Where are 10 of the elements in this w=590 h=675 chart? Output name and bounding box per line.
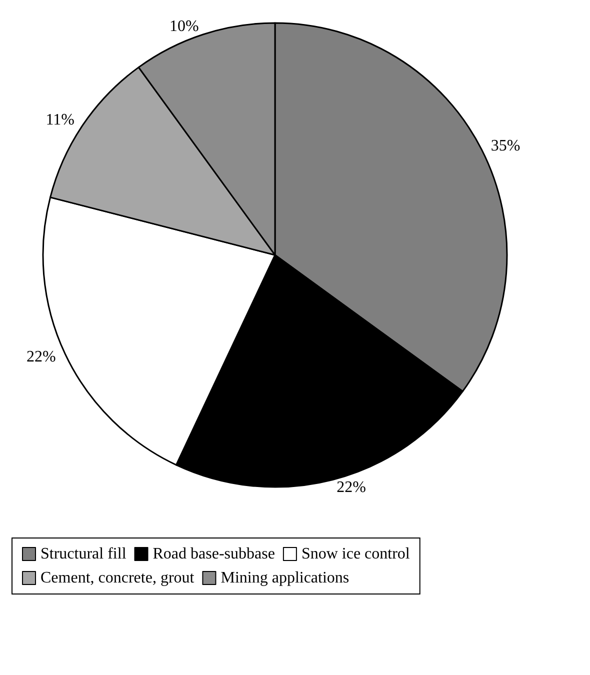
data-label: 10% [170, 18, 199, 36]
data-label: 11% [46, 112, 74, 129]
legend-label: Snow ice control [301, 546, 410, 562]
data-label: 22% [336, 478, 366, 496]
legend-label: Road base-subbase [152, 546, 275, 562]
data-label: 35% [490, 138, 520, 155]
legend-label: Mining applications [220, 570, 350, 586]
legend-label: Structural fill [40, 546, 127, 562]
data-label: 22% [26, 348, 56, 366]
legend-label: Cement, concrete, grout [40, 570, 195, 586]
